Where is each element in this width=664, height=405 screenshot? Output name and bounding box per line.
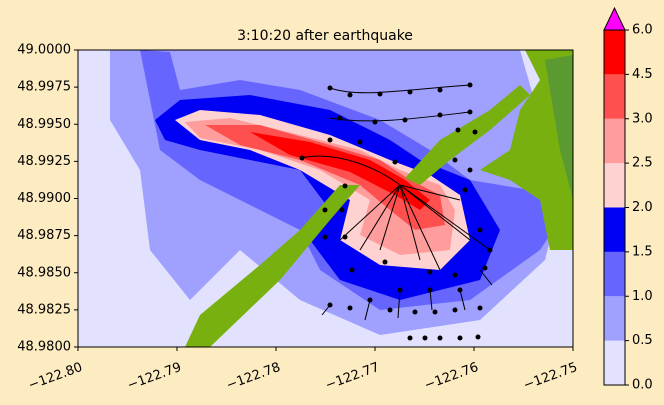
colorbar-tick-label: 2.0 bbox=[632, 200, 653, 215]
colorbar-segment bbox=[604, 340, 625, 385]
colorbar-tick-label: 0.0 bbox=[632, 378, 653, 393]
colorbar-segment bbox=[604, 30, 625, 75]
colorbar-segment bbox=[604, 74, 625, 119]
colorbar-tick-label: 3.0 bbox=[632, 111, 653, 126]
y-tick-label: 48.9925 bbox=[17, 154, 71, 169]
map-field bbox=[78, 50, 573, 347]
particle-dots bbox=[299, 82, 493, 341]
land-high bbox=[545, 55, 573, 200]
land bbox=[480, 50, 573, 250]
colorbar-segment bbox=[604, 296, 625, 341]
colorbar-tick-label: 1.0 bbox=[632, 289, 653, 304]
wave-zone-red bbox=[250, 132, 430, 210]
wave-zone-coral bbox=[205, 125, 445, 230]
land bbox=[405, 85, 530, 185]
chart-title: 3:10:20 after earthquake bbox=[237, 28, 413, 44]
colorbar-tick-label: 4.5 bbox=[632, 67, 653, 82]
wave-zone-salmon bbox=[185, 118, 455, 255]
particle-tracks bbox=[299, 84, 493, 321]
colorbar-tick-label: 6.0 bbox=[632, 23, 653, 38]
colorbar-tick-label: 1.5 bbox=[632, 244, 653, 259]
colorbar-tick-label: 2.5 bbox=[632, 156, 653, 171]
colorbar-segment bbox=[604, 163, 625, 208]
y-tick-label: 48.9900 bbox=[17, 191, 71, 206]
colorbar-segment bbox=[604, 118, 625, 164]
land bbox=[185, 185, 360, 347]
colorbar-segment bbox=[604, 251, 625, 297]
y-tick-label: 48.9975 bbox=[17, 80, 71, 95]
colorbar-tick-label: 0.5 bbox=[632, 333, 653, 348]
y-tick-label: 49.0000 bbox=[17, 43, 71, 58]
colorbar-segment bbox=[604, 207, 625, 252]
y-tick-label: 48.9800 bbox=[17, 340, 71, 355]
y-tick-label: 48.9875 bbox=[17, 228, 71, 243]
y-tick-label: 48.9850 bbox=[17, 265, 71, 280]
y-tick-label: 48.9950 bbox=[17, 117, 71, 132]
y-tick-label: 48.9825 bbox=[17, 302, 71, 317]
